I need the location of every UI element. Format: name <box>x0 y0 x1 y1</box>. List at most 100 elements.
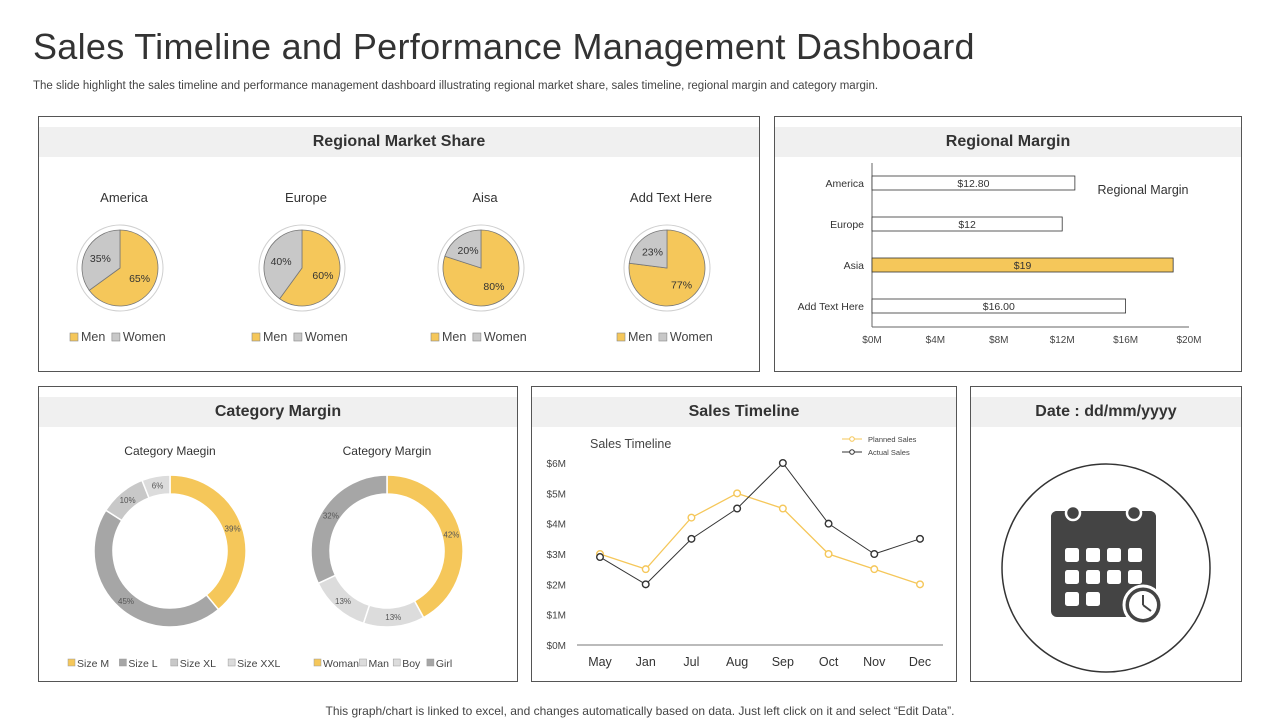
sales-timeline-title: Sales Timeline <box>532 397 956 427</box>
legend-label: Men <box>442 330 466 344</box>
pie-label: 23% <box>642 246 663 258</box>
pie-slice-men <box>279 229 341 307</box>
bar-europe <box>871 216 1063 232</box>
pie-label: 20% <box>458 245 479 257</box>
bar-value-label: $12.80 <box>957 178 989 190</box>
legend-swatch <box>426 658 435 667</box>
donut-title: Category Margin <box>343 444 432 458</box>
pie-slice-women <box>81 229 121 291</box>
series-point <box>687 534 696 543</box>
series-point <box>824 549 833 558</box>
legend-swatch <box>359 658 367 667</box>
date-title: Date : dd/mm/yyyy <box>971 397 1241 427</box>
legend-label: Women <box>305 330 348 344</box>
x-tick-label: Nov <box>863 655 886 669</box>
series-line-planned-sales <box>599 492 921 585</box>
sales-timeline-chart[interactable]: $0M $1M $2M $3M $4M $5M $6M May Jan Jul Aug Sep Oct N… <box>532 387 956 681</box>
legend-label: Girl <box>436 658 452 670</box>
donut-label: 39% <box>225 524 241 533</box>
pie-title: Add Text Here <box>630 190 712 205</box>
legend-label: Women <box>484 330 527 344</box>
legend-label: Size M <box>77 658 109 670</box>
regional-market-share-title: Regional Market Share <box>39 127 759 157</box>
x-tick-label: Sep <box>772 655 794 669</box>
legend-swatch <box>67 658 76 667</box>
legend-label: Woman <box>323 658 359 670</box>
bar-add-text-here <box>871 298 1127 314</box>
legend-swatch <box>251 332 261 342</box>
series-point <box>778 504 787 513</box>
series-point <box>687 513 696 522</box>
pie-slice-women <box>263 229 303 300</box>
calendar-day-cell <box>1086 592 1100 606</box>
pie-label: 60% <box>312 270 333 282</box>
regional-market-share-chart[interactable]: America 65% 35% Men Women Europe 60% 40% Men Wome… <box>39 117 759 371</box>
legend-swatch <box>472 332 482 342</box>
sales-timeline-panel: Sales Timeline $0M $1M $2M $3M $4M $5M $6M May J… <box>531 386 957 682</box>
category-margin-chart[interactable]: Category Maegin 39% 45% 10% 6% Size M Size L Si… <box>39 387 517 681</box>
legend-marker <box>849 436 855 442</box>
calendar-day-cell <box>1107 570 1121 584</box>
x-tick-label: $16M <box>1113 335 1138 346</box>
calendar-day-cell <box>1065 570 1079 584</box>
y-tick-label: $3M <box>547 550 566 561</box>
series-point <box>916 534 925 543</box>
legend-swatch <box>293 332 303 342</box>
y-tick-label: $0M <box>547 641 566 652</box>
legend-swatch <box>227 658 236 667</box>
donut-label: 32% <box>323 511 339 520</box>
calendar-day-cell <box>1086 570 1100 584</box>
pie-slice-women <box>444 229 482 269</box>
donut-segment-size-xxl <box>141 474 171 499</box>
legend-swatch <box>392 658 401 667</box>
bar-value-label: $12 <box>958 219 976 231</box>
pie-title: America <box>100 190 148 205</box>
legend-swatch <box>170 658 179 667</box>
legend-label: Women <box>670 330 713 344</box>
regional-margin-panel: Regional Margin America $12.80 Europe $12 As… <box>774 116 1242 372</box>
x-tick-label: Aug <box>726 655 748 669</box>
series-point <box>916 580 925 589</box>
date-panel: Date : dd/mm/yyyy <box>970 386 1242 682</box>
donut-segment-girl <box>310 474 388 585</box>
bar-category-label: Europe <box>830 219 864 231</box>
donut-label: 13% <box>335 597 351 606</box>
x-tick-label: Dec <box>909 655 931 669</box>
y-tick-label: $6M <box>547 459 566 470</box>
donut-segment-size-m <box>169 474 247 611</box>
x-tick-label: $4M <box>926 335 945 346</box>
legend-swatch <box>119 658 127 667</box>
calendar-day-cell <box>1128 548 1142 562</box>
regional-margin-title: Regional Margin <box>775 127 1241 157</box>
series-point <box>870 565 879 574</box>
category-margin-panel: Category Margin Category Maegin 39% 45% 10%… <box>38 386 518 682</box>
pie-title: Europe <box>285 190 327 205</box>
donut-label: 6% <box>152 482 164 491</box>
y-tick-label: $2M <box>547 580 566 591</box>
x-tick-label: May <box>588 655 612 669</box>
legend-label: Men <box>263 330 287 344</box>
legend-label: Boy <box>402 658 421 670</box>
legend-label: Planned Sales <box>868 435 917 444</box>
legend-label: Size XXL <box>237 658 280 670</box>
calendar-day-cell <box>1065 592 1079 606</box>
calendar-day-cell <box>1107 548 1121 562</box>
x-tick-label: Oct <box>819 655 839 669</box>
page-title: Sales Timeline and Performance Managemen… <box>33 26 975 67</box>
regional-margin-chart[interactable]: America $12.80 Europe $12 Asia $19 Add Text He… <box>775 117 1241 371</box>
x-tick-label: $20M <box>1176 335 1201 346</box>
series-point <box>778 458 787 467</box>
series-point <box>641 565 650 574</box>
legend-label: Women <box>123 330 166 344</box>
series-point <box>733 489 742 498</box>
donut-segment-size-l <box>93 509 220 628</box>
y-tick-label: $5M <box>547 489 566 500</box>
series-point <box>824 519 833 528</box>
legend-label: Man <box>369 658 390 670</box>
legend-label: Size XL <box>180 658 216 670</box>
pie-label: 40% <box>271 256 292 268</box>
legend-swatch <box>616 332 626 342</box>
pie-slice-men <box>628 229 706 307</box>
donut-title: Category Maegin <box>124 444 215 458</box>
pie-slice-women <box>628 229 668 269</box>
